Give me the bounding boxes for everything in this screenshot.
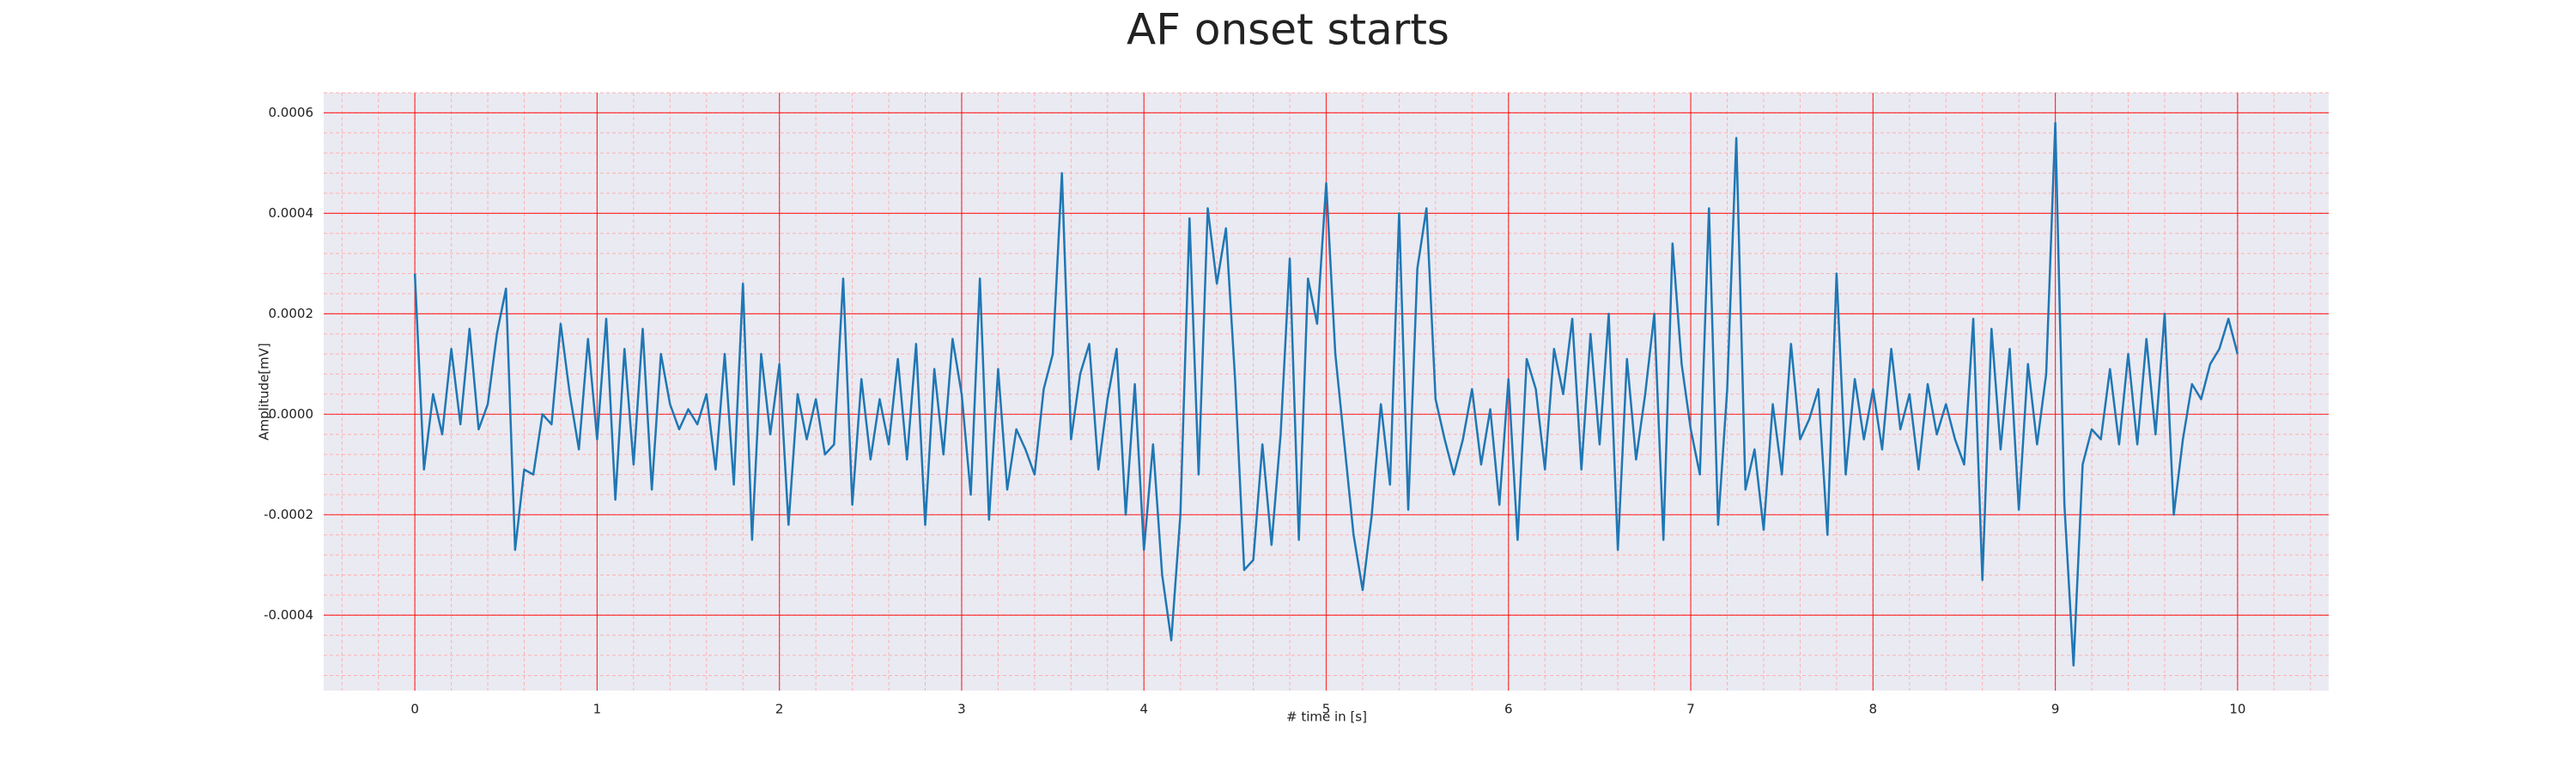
signal-line xyxy=(413,121,2239,667)
x-tick-label: 10 xyxy=(2229,702,2245,717)
y-tick-label: 0.0004 xyxy=(269,205,314,221)
x-tick-label: 0 xyxy=(410,702,419,717)
y-tick-label: -0.0002 xyxy=(264,507,313,522)
x-tick-label: 9 xyxy=(2051,702,2060,717)
x-axis-label: # time in [s] xyxy=(1286,709,1367,725)
x-tick-label: 6 xyxy=(1504,702,1513,717)
y-tick-label: 0.0006 xyxy=(269,105,314,120)
y-axis-label: Amplitude[mV] xyxy=(257,343,272,440)
x-tick-label: 1 xyxy=(593,702,602,717)
grid xyxy=(324,92,2329,691)
x-tick-label: 8 xyxy=(1869,702,1878,717)
x-tick-label: 4 xyxy=(1139,702,1148,717)
y-tick-label: 0.0000 xyxy=(269,406,314,422)
x-tick-label: 5 xyxy=(1322,702,1331,717)
x-tick-label: 2 xyxy=(775,702,784,717)
x-tick-label: 7 xyxy=(1686,702,1695,717)
x-tick-label: 3 xyxy=(957,702,966,717)
y-tick-label: -0.0004 xyxy=(264,607,313,623)
y-tick-label: 0.0002 xyxy=(269,306,314,321)
chart-title: AF onset starts xyxy=(1127,5,1449,55)
